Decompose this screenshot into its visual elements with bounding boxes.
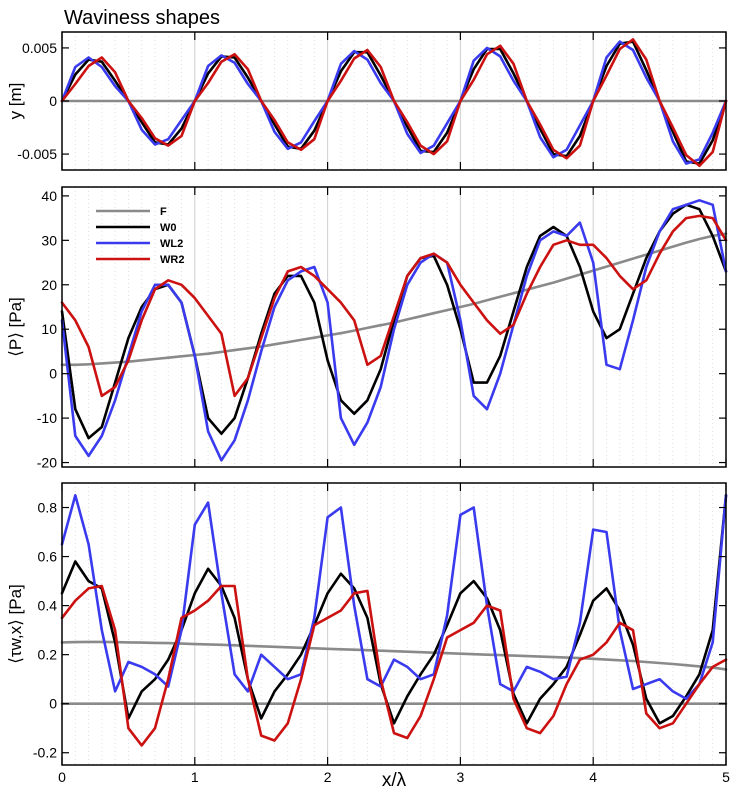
series-line-WR2-4 — [60, 584, 728, 747]
series-line-W0-2 — [60, 493, 728, 725]
series-line-WR2-3 — [60, 38, 728, 168]
series-line-WL2-3 — [60, 493, 728, 701]
panel-shape: -0.005 0 0.005 y [m] — [6, 31, 728, 171]
figure-title: Waviness shapes — [64, 7, 220, 29]
series-line-F — [60, 640, 728, 671]
y-tick-label: 40 — [41, 188, 57, 204]
legend: F W0 WL2 WR2 — [96, 206, 184, 266]
x-tick-label: 3 — [457, 769, 465, 785]
x-tick-label: 0 — [58, 769, 66, 785]
y-axis-label: y [m] — [6, 83, 25, 120]
legend-label-WL2: WL2 — [160, 238, 183, 250]
y-tick-label: 0 — [49, 93, 57, 109]
plot-frame — [61, 186, 727, 468]
legend-label-F: F — [160, 206, 167, 218]
y-tick-label: -0.005 — [17, 146, 57, 162]
panel-shear: -0.200.20.40.60.80 1 2 3 4 5⟨τw,x⟩ [Pa] — [6, 482, 730, 785]
series-line-WR2-3 — [60, 214, 728, 398]
legend-label-WR2: WR2 — [160, 254, 184, 266]
y-axis-label: ⟨τw,x⟩ [Pa] — [6, 584, 25, 664]
y-tick-label: 0 — [49, 366, 57, 382]
x-tick-label: 4 — [589, 769, 597, 785]
y-tick-label: -20 — [37, 455, 57, 471]
x-tick-label: 2 — [324, 769, 332, 785]
y-tick-label: 0.6 — [38, 549, 58, 565]
y-tick-label: 0.2 — [38, 647, 58, 663]
plot-frame — [61, 482, 727, 766]
y-tick-label: 30 — [41, 232, 57, 248]
legend-label-W0: W0 — [160, 222, 177, 234]
panel-pressure: -20 -10 0 10 20 30 40 ⟨P⟩ [Pa] F W0 WL2 WR2 — [6, 186, 728, 471]
y-tick-label: 0 — [49, 696, 57, 712]
y-tick-label: -10 — [37, 410, 57, 426]
y-tick-label: 0.8 — [38, 500, 58, 516]
series-line-WL2-2 — [60, 199, 728, 462]
y-tick-label: 10 — [41, 321, 57, 337]
y-axis-label: ⟨P⟩ [Pa] — [6, 297, 25, 357]
y-tick-label: 20 — [41, 277, 57, 293]
x-tick-label: 1 — [191, 769, 199, 785]
y-tick-label: -0.2 — [33, 745, 57, 761]
y-tick-label: 0.4 — [38, 598, 58, 614]
x-axis-label: x/λ — [382, 770, 407, 791]
y-tick-label: 0.005 — [22, 40, 57, 56]
x-tick-label: 5 — [722, 769, 730, 785]
